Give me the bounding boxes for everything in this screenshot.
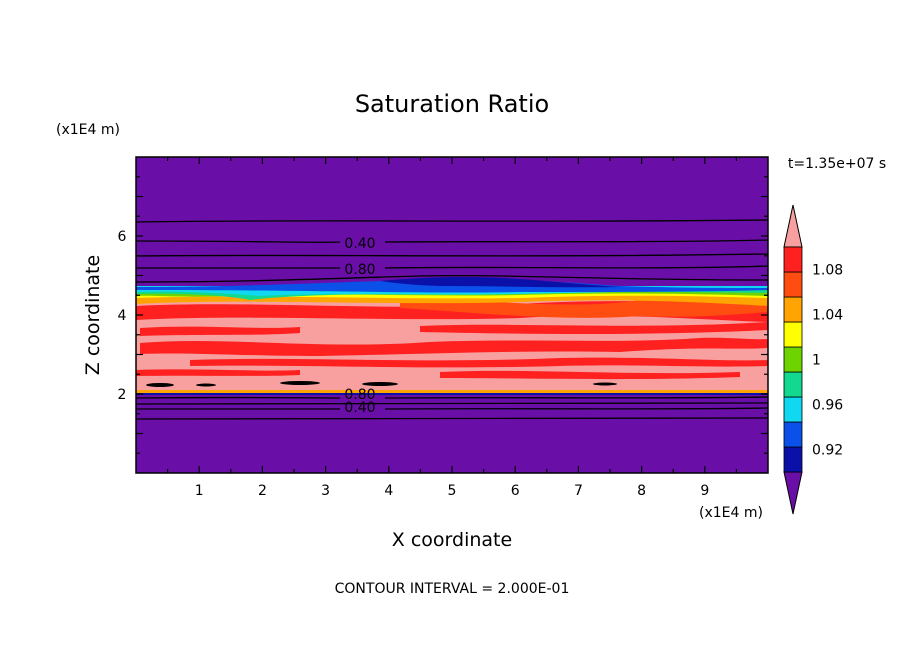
lower-transition-band <box>136 393 768 395</box>
colorbar: 0.92 0.96 1 1.04 1.08 <box>784 205 843 514</box>
colorbar-upper-extension <box>784 205 802 247</box>
x-tick-label: 7 <box>574 483 583 499</box>
colorbar-swatch <box>784 447 802 472</box>
colorbar-tick-label: 1.08 <box>812 263 843 279</box>
colorbar-swatch <box>784 247 802 272</box>
x-tick-label: 2 <box>258 483 267 499</box>
contour-label: 0.40 <box>344 400 375 416</box>
x-axis-title: X coordinate <box>392 529 512 551</box>
contour-blob <box>362 382 398 386</box>
colorbar-swatch <box>784 397 802 422</box>
contour-blob <box>196 384 216 387</box>
y-tick-label: 4 <box>118 308 127 324</box>
colorbar-swatch <box>784 422 802 447</box>
y-tick-label: 2 <box>118 387 127 403</box>
x-tick-label: 6 <box>511 483 520 499</box>
plot-area <box>136 157 768 473</box>
contour-blob <box>146 383 174 387</box>
x-tick-label: 1 <box>195 483 204 499</box>
colorbar-swatch <box>784 372 802 397</box>
colorbar-swatch <box>784 322 802 347</box>
lower-transition-band <box>136 390 768 393</box>
y-tick-label: 6 <box>118 229 127 245</box>
time-label: t=1.35e+07 s <box>788 156 886 172</box>
y-units-label: (x1E4 m) <box>56 122 120 138</box>
contour-label: 0.40 <box>344 236 375 252</box>
colorbar-tick-label: 0.96 <box>812 398 843 414</box>
colorbar-lower-extension <box>784 472 802 514</box>
colorbar-tick-label: 1.04 <box>812 308 843 324</box>
colorbar-swatch <box>784 272 802 297</box>
colorbar-tick-label: 0.92 <box>812 443 843 459</box>
x-tick-label: 5 <box>448 483 457 499</box>
chart-title: Saturation Ratio <box>355 90 549 118</box>
x-tick-label: 9 <box>700 483 709 499</box>
x-units-label: (x1E4 m) <box>699 505 763 521</box>
contour-line <box>136 397 768 398</box>
x-tick-label: 4 <box>384 483 393 499</box>
contour-label: 0.80 <box>344 262 375 278</box>
colorbar-tick-label: 1 <box>812 353 821 369</box>
colorbar-swatch <box>784 297 802 322</box>
contour-interval-label: CONTOUR INTERVAL = 2.000E-01 <box>335 581 570 597</box>
contour-blob <box>280 381 320 385</box>
x-tick-label: 8 <box>637 483 646 499</box>
contour-blob <box>593 383 617 386</box>
y-axis-title: Z coordinate <box>82 255 104 375</box>
x-tick-label: 3 <box>321 483 330 499</box>
colorbar-swatch <box>784 347 802 372</box>
